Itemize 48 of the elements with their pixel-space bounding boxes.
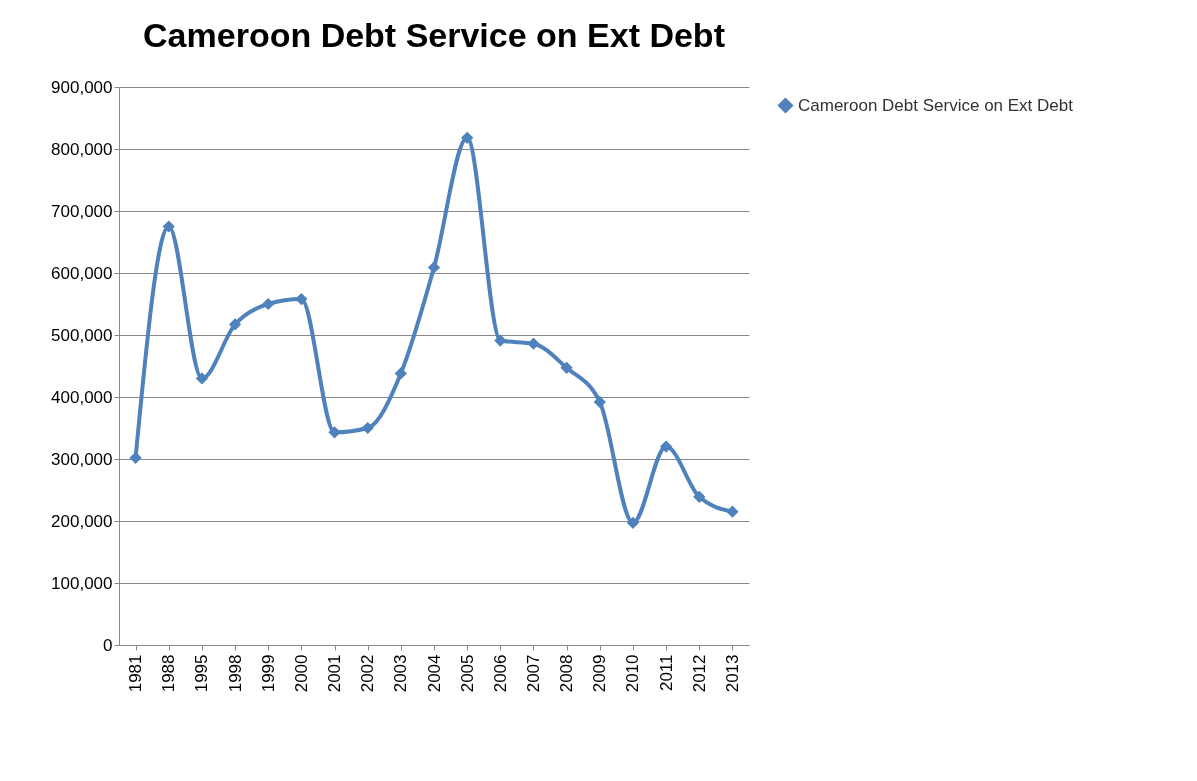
x-tick-label: 2002 — [358, 654, 378, 693]
x-tick-label: 2006 — [490, 654, 510, 693]
point — [527, 337, 540, 350]
x-tick-label: 1981 — [126, 654, 146, 693]
point — [494, 334, 507, 347]
x-tick-label: 1998 — [225, 654, 245, 693]
y-tick-label: 300,000 — [51, 449, 113, 469]
point — [195, 372, 209, 385]
x-tick-label: 2012 — [689, 654, 709, 693]
legend-label: Cameroon Debt Service on Ext Debt — [798, 95, 1074, 115]
point — [659, 440, 673, 453]
x-tick-label: 2013 — [722, 654, 742, 693]
x-tick-label: 2005 — [457, 654, 477, 693]
y-tick-label: 200,000 — [51, 511, 113, 531]
y-tick-label: 100,000 — [51, 573, 113, 593]
point — [626, 516, 640, 529]
y-tick-label: 700,000 — [51, 201, 113, 221]
x-tick-label: 1988 — [159, 654, 179, 693]
y-tick-label: 400,000 — [51, 387, 113, 407]
y-tick-label: 0 — [103, 635, 113, 655]
point — [693, 490, 706, 503]
x-tick-label: 2010 — [623, 654, 643, 693]
point — [162, 220, 175, 233]
x-tick-label: 2000 — [291, 654, 311, 693]
point — [593, 395, 606, 409]
y-tick-label: 900,000 — [51, 77, 113, 97]
x-tick-label: 2008 — [557, 654, 577, 693]
x-tick-label: 1999 — [258, 654, 278, 693]
point — [726, 505, 739, 518]
x-tick-label: 2007 — [523, 654, 543, 693]
point — [427, 261, 441, 274]
point — [361, 421, 374, 435]
x-tick-label: 2011 — [656, 654, 676, 692]
y-tick-label: 500,000 — [51, 325, 113, 345]
point — [560, 361, 573, 374]
chart-title: Cameroon Debt Service on Ext Debt — [143, 16, 725, 54]
x-tick-label: 2003 — [391, 654, 411, 693]
point — [295, 292, 308, 306]
x-tick-label: 2004 — [424, 654, 444, 693]
point — [228, 318, 242, 331]
point — [461, 131, 474, 144]
x-tick-label: 1995 — [192, 654, 212, 693]
y-tick-label: 800,000 — [51, 139, 113, 159]
y-tick-label: 600,000 — [51, 263, 113, 283]
point — [394, 367, 407, 380]
point — [262, 297, 275, 311]
x-tick-label: 2001 — [325, 654, 345, 693]
x-tick-label: 2009 — [590, 654, 610, 693]
